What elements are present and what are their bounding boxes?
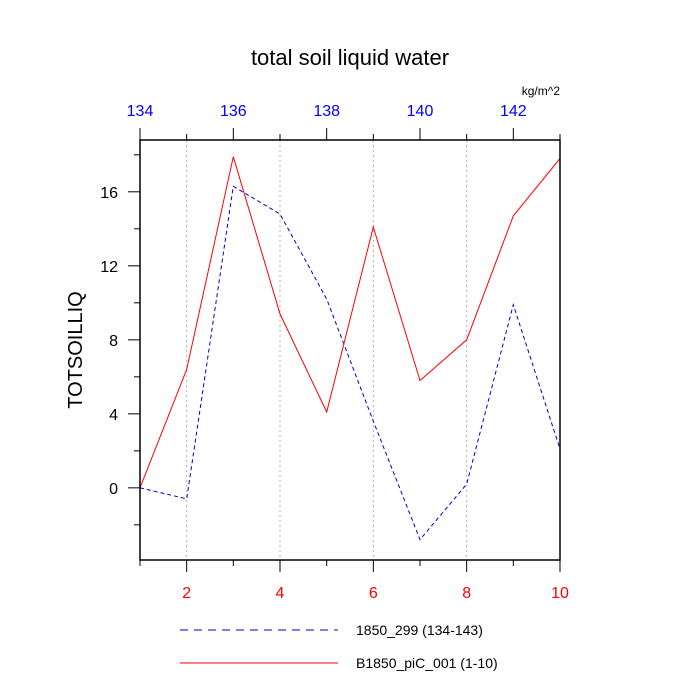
left-tick-label: 4 [109, 407, 118, 424]
series-line-2 [139, 156, 561, 488]
bottom-tick-label: 10 [551, 585, 569, 602]
top-tick-label: 136 [220, 103, 247, 120]
y-axis-title: TOTSOILLIQ [65, 291, 87, 408]
series-lines [139, 156, 561, 541]
top-tick-label: 138 [313, 103, 340, 120]
axis-ticks [128, 128, 561, 572]
top-tick-label: 142 [500, 103, 527, 120]
tick-labels: 2 4 6 8 10 134 136 138 140 142 0 4 8 12 16 [100, 103, 569, 602]
left-tick-label: 8 [109, 333, 118, 350]
plot-border [139, 139, 561, 561]
left-tick-label: 0 [109, 481, 118, 498]
top-tick-label: 134 [127, 103, 154, 120]
left-tick-label: 12 [100, 259, 118, 276]
plot-frame [139, 139, 561, 561]
top-tick-label: 140 [407, 103, 434, 120]
grid-lines [186, 140, 468, 560]
series-line-1 [139, 185, 561, 541]
legend-label: 1850_299 (134-143) [356, 622, 483, 638]
bottom-tick-label: 6 [369, 585, 378, 602]
bottom-tick-label: 8 [462, 585, 471, 602]
legend: 1850_299 (134-143) B1850_piC_001 (1-10) [180, 622, 498, 671]
chart-title: total soil liquid water [251, 45, 449, 70]
bottom-tick-label: 2 [182, 585, 191, 602]
left-tick-label: 16 [100, 185, 118, 202]
bottom-tick-label: 4 [276, 585, 285, 602]
units-label: kg/m^2 [522, 84, 561, 98]
legend-label: B1850_piC_001 (1-10) [356, 655, 498, 671]
